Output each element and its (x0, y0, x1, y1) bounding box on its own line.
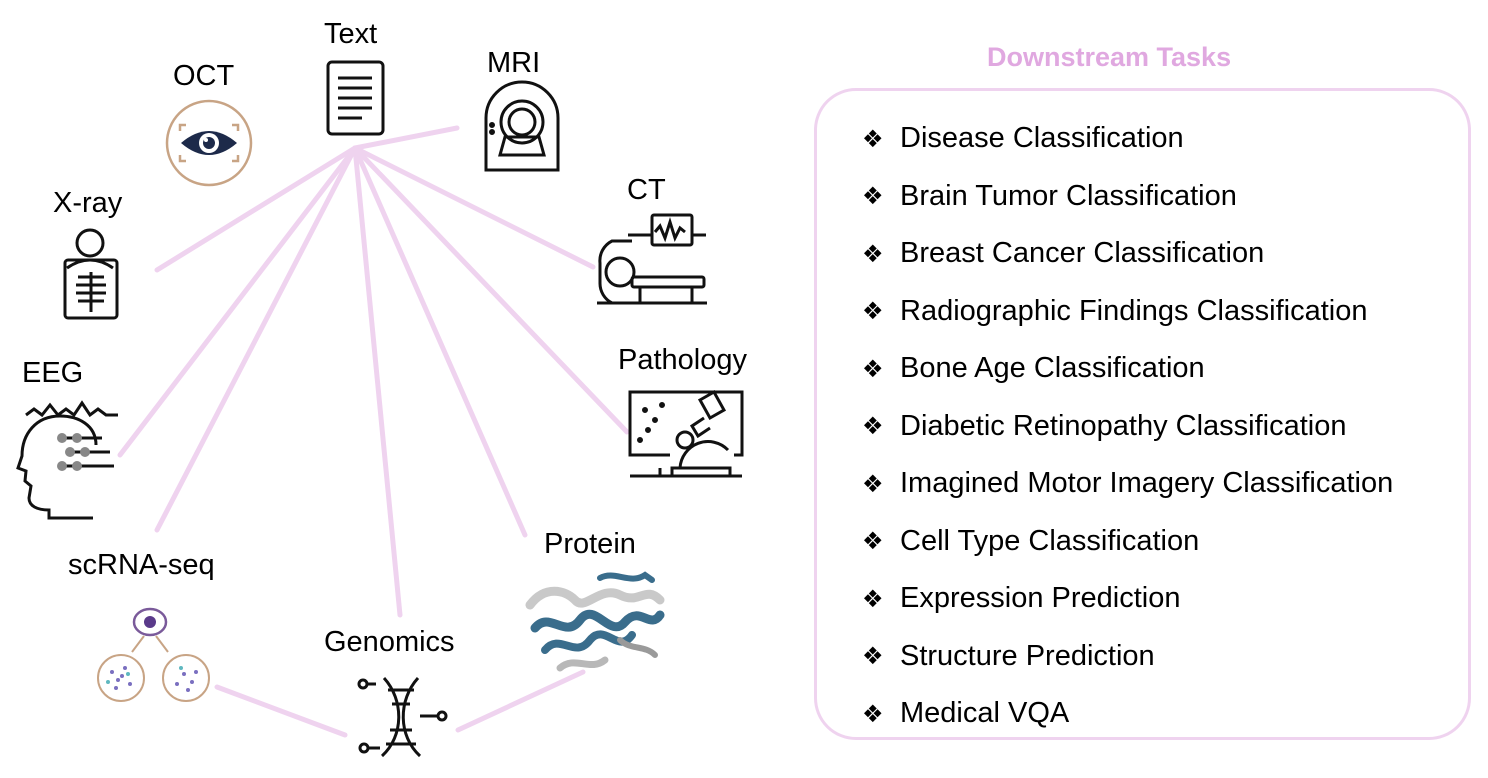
task-item: ❖ Bone Age Classification (862, 340, 1393, 398)
task-item: ❖ Medical VQA (862, 685, 1393, 743)
task-label: Diabetic Retinopathy Classification (900, 409, 1347, 442)
task-item: ❖ Radiographic Findings Classification (862, 283, 1393, 341)
label-protein: Protein (544, 528, 636, 560)
eeg-head-icon (16, 400, 118, 520)
bullet-icon: ❖ (862, 124, 884, 153)
task-label: Medical VQA (900, 697, 1070, 730)
bullet-icon: ❖ (862, 182, 884, 211)
task-item: ❖ Cell Type Classification (862, 513, 1393, 571)
task-item: ❖ Structure Prediction (862, 628, 1393, 686)
label-ct: CT (627, 174, 666, 206)
task-label: Radiographic Findings Classification (900, 294, 1368, 327)
label-text: Text (324, 18, 378, 50)
downstream-tasks-title: Downstream Tasks (987, 42, 1232, 72)
label-mri: MRI (487, 47, 541, 79)
mri-scanner-icon (484, 80, 560, 172)
downstream-tasks-box (814, 88, 1471, 740)
label-oct: OCT (173, 60, 235, 92)
task-item: ❖ Imagined Motor Imagery Classification (862, 455, 1393, 513)
connector-genomics (352, 145, 403, 618)
connector-protein (352, 145, 528, 538)
label-scrnaseq: scRNA-seq (68, 549, 215, 581)
bullet-icon: ❖ (862, 239, 884, 268)
protein-structure-icon (525, 571, 665, 672)
connector-scrnaseq (154, 145, 358, 533)
bullet-icon: ❖ (862, 469, 884, 498)
label-xray: X-ray (53, 187, 123, 219)
task-label: Bone Age Classification (900, 352, 1205, 385)
task-label: Expression Prediction (900, 582, 1181, 615)
downstream-tasks-list: ❖ Disease Classification ❖ Brain Tumor Clas… (862, 110, 1393, 743)
bullet-icon: ❖ (862, 642, 884, 671)
task-item: ❖ Expression Prediction (862, 570, 1393, 628)
ct-scanner-icon (597, 213, 707, 305)
bullet-icon: ❖ (862, 699, 884, 728)
task-item: ❖ Diabetic Retinopathy Classification (862, 398, 1393, 456)
dna-icon (357, 676, 448, 758)
connector-ct (352, 145, 596, 270)
eye-icon (165, 99, 253, 187)
task-label: Cell Type Classification (900, 524, 1200, 557)
bullet-icon: ❖ (862, 354, 884, 383)
connector-lines (117, 125, 630, 738)
document-icon (326, 60, 385, 136)
bullet-icon: ❖ (862, 584, 884, 613)
single-cell-icon (97, 607, 210, 702)
label-eeg: EEG (22, 357, 84, 389)
connector-mri (352, 125, 460, 151)
bullet-icon: ❖ (862, 297, 884, 326)
microscope-icon (628, 389, 744, 478)
connector-eeg (117, 145, 358, 458)
task-item: ❖ Breast Cancer Classification (862, 225, 1393, 283)
connector-genomics-protein (455, 669, 586, 733)
bullet-icon: ❖ (862, 527, 884, 556)
task-item: ❖ Disease Classification (862, 110, 1393, 168)
task-label: Breast Cancer Classification (900, 237, 1265, 270)
connector-genomics-scrnaseq (214, 684, 348, 738)
task-label: Disease Classification (900, 122, 1184, 155)
task-label: Brain Tumor Classification (900, 179, 1237, 212)
task-label: Structure Prediction (900, 639, 1155, 672)
task-label: Imagined Motor Imagery Classification (900, 467, 1394, 500)
task-item: ❖ Brain Tumor Classification (862, 168, 1393, 226)
label-genomics: Genomics (324, 626, 455, 658)
connector-xray (154, 145, 358, 273)
xray-person-icon (63, 228, 119, 320)
bullet-icon: ❖ (862, 412, 884, 441)
connector-pathology (352, 145, 630, 435)
label-pathology: Pathology (618, 344, 747, 376)
